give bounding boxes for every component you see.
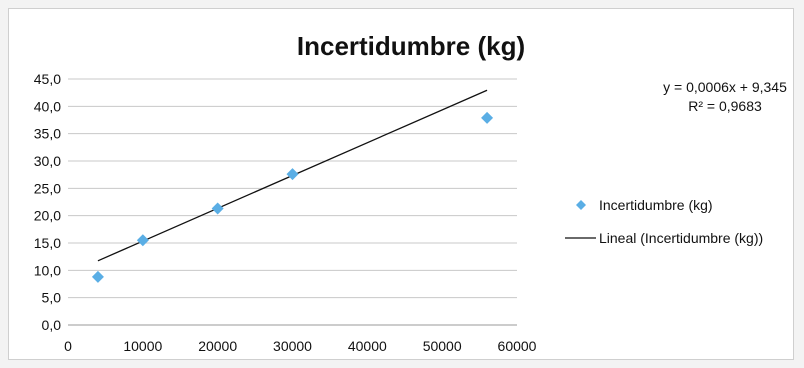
trendline-equation: y = 0,0006x + 9,345 R² = 0,9683 bbox=[663, 79, 787, 114]
legend-diamond-marker bbox=[576, 200, 586, 210]
chart-frame: Incertidumbre (kg) 0,0 5,0 10,0 15,0 20,0 25,… bbox=[8, 8, 794, 360]
gridlines bbox=[68, 78, 517, 299]
data-point bbox=[286, 168, 299, 181]
data-point bbox=[211, 202, 224, 215]
x-tick-label: 10000 bbox=[123, 338, 162, 354]
data-point bbox=[481, 111, 494, 124]
y-tick-label: 40,0 bbox=[34, 98, 61, 114]
y-tick-label: 15,0 bbox=[34, 235, 61, 251]
x-tick-label: 30000 bbox=[273, 338, 312, 354]
y-tick-label: 45,0 bbox=[34, 71, 61, 87]
chart-title: Incertidumbre (kg) bbox=[297, 31, 525, 61]
data-point bbox=[91, 270, 104, 283]
trendline-equation-text: y = 0,0006x + 9,345 bbox=[663, 79, 787, 95]
trendline-r-squared: R² = 0,9683 bbox=[688, 98, 762, 114]
data-point bbox=[136, 234, 149, 247]
x-tick-label: 40000 bbox=[348, 338, 387, 354]
chart-svg: Incertidumbre (kg) 0,0 5,0 10,0 15,0 20,0 25,… bbox=[34, 31, 787, 354]
y-tick-label: 0,0 bbox=[42, 317, 62, 333]
legend-diamond bbox=[576, 200, 586, 210]
x-tick-label: 0 bbox=[64, 338, 72, 354]
data-points bbox=[91, 111, 494, 283]
y-tick-label: 25,0 bbox=[34, 180, 61, 196]
y-tick-label: 20,0 bbox=[34, 208, 61, 224]
x-tick-label: 50000 bbox=[423, 338, 462, 354]
x-tick-label: 60000 bbox=[498, 338, 537, 354]
legend-label-trendline: Lineal (Incertidumbre (kg)) bbox=[599, 230, 763, 246]
x-tick-label: 20000 bbox=[198, 338, 237, 354]
legend: Incertidumbre (kg) Lineal (Incertidumbre… bbox=[565, 197, 763, 246]
y-tick-label: 5,0 bbox=[42, 290, 62, 306]
axes: 0,0 5,0 10,0 15,0 20,0 25,0 30,0 35,0 40,0 45,0 0 1… bbox=[34, 71, 537, 354]
y-tick-label: 30,0 bbox=[34, 153, 61, 169]
y-tick-label: 35,0 bbox=[34, 126, 61, 142]
y-tick-label: 10,0 bbox=[34, 262, 61, 278]
legend-label-series: Incertidumbre (kg) bbox=[599, 197, 713, 213]
